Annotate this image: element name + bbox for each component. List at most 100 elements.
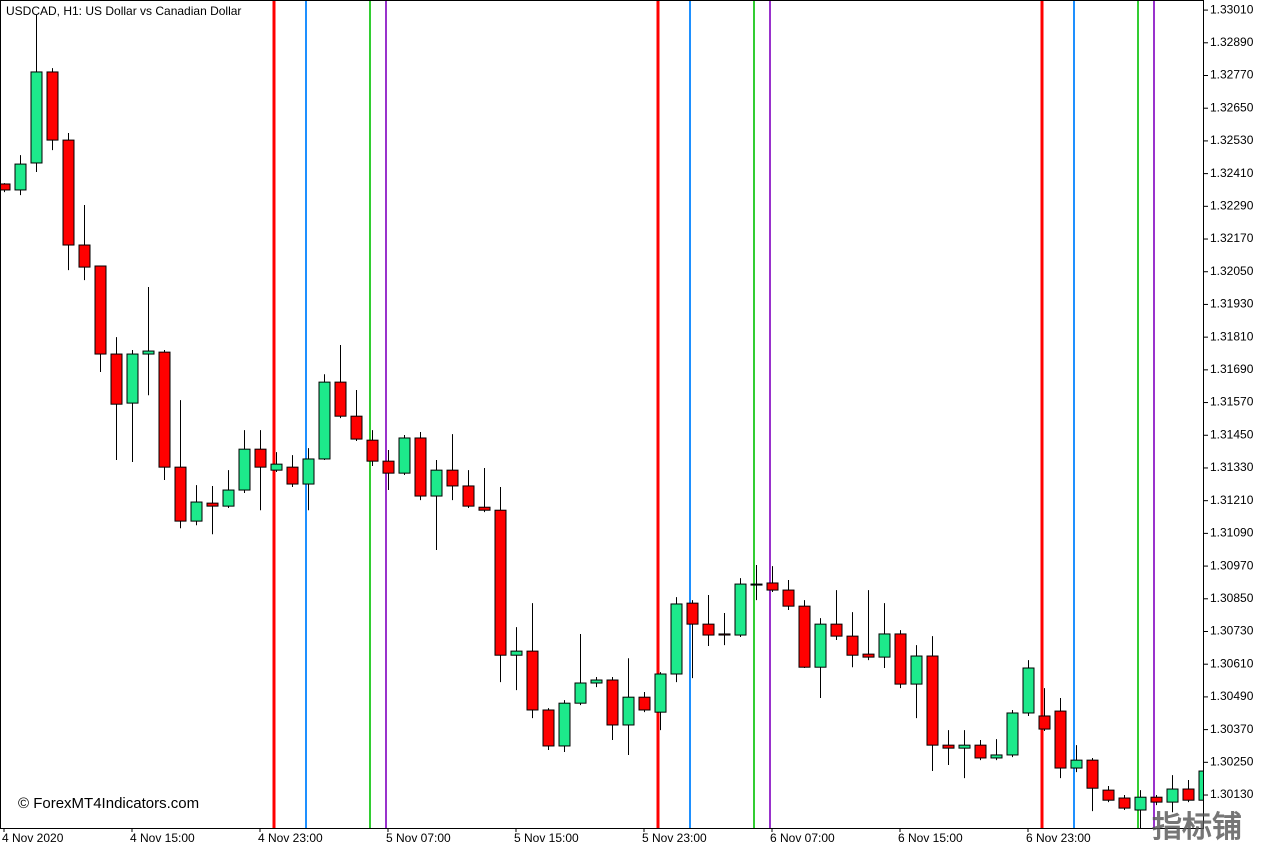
candle-body bbox=[446, 469, 459, 487]
y-tick-label: 1.32170 bbox=[1210, 231, 1254, 245]
candle-body bbox=[142, 350, 155, 355]
y-tick-label: 1.31570 bbox=[1210, 395, 1254, 409]
candle-body bbox=[958, 744, 971, 749]
candle-body bbox=[190, 501, 203, 522]
candle-body bbox=[286, 466, 299, 485]
x-tick-label: 5 Nov 23:00 bbox=[642, 831, 707, 845]
y-tick-label: 1.31210 bbox=[1210, 493, 1254, 507]
candle-body bbox=[894, 633, 907, 685]
candle-body bbox=[414, 437, 427, 497]
candle-body bbox=[222, 489, 235, 507]
candle-body bbox=[734, 583, 747, 636]
x-tick-label: 6 Nov 15:00 bbox=[898, 831, 963, 845]
candle-body bbox=[814, 623, 827, 668]
candle-body bbox=[574, 682, 587, 704]
candle-body bbox=[1038, 715, 1051, 730]
candle-body bbox=[590, 679, 603, 684]
candle-body bbox=[254, 448, 267, 468]
candle-body bbox=[494, 509, 507, 656]
candle-body bbox=[878, 633, 891, 658]
candle-body bbox=[910, 655, 923, 685]
x-tick-label: 6 Nov 07:00 bbox=[770, 831, 835, 845]
candle-body bbox=[654, 673, 667, 713]
y-tick-label: 1.32770 bbox=[1210, 68, 1254, 82]
candle-body bbox=[990, 754, 1003, 759]
y-tick-label: 1.31690 bbox=[1210, 362, 1254, 376]
candle-body bbox=[1134, 796, 1147, 811]
candle-body bbox=[382, 460, 395, 474]
candle-body bbox=[462, 485, 475, 507]
y-tick-label: 1.30130 bbox=[1210, 787, 1254, 801]
y-tick-label: 1.32050 bbox=[1210, 264, 1254, 278]
y-tick-label: 1.33010 bbox=[1210, 2, 1254, 16]
x-tick-label: 5 Nov 07:00 bbox=[386, 831, 451, 845]
candle-body bbox=[62, 139, 75, 246]
candle-body bbox=[478, 506, 491, 511]
candle-body bbox=[686, 602, 699, 625]
y-tick-label: 1.30730 bbox=[1210, 624, 1254, 638]
candle-body bbox=[126, 353, 139, 404]
candle-body bbox=[110, 353, 123, 405]
candle-body bbox=[302, 458, 315, 485]
candle-body bbox=[1054, 710, 1067, 769]
y-tick-label: 1.31330 bbox=[1210, 460, 1254, 474]
candle-body bbox=[94, 265, 107, 355]
y-tick-label: 1.32530 bbox=[1210, 133, 1254, 147]
x-tick-label: 4 Nov 23:00 bbox=[258, 831, 323, 845]
candle-body bbox=[622, 696, 635, 726]
y-tick-label: 1.30850 bbox=[1210, 591, 1254, 605]
chart-title: USDCAD, H1: US Dollar vs Canadian Dollar bbox=[6, 4, 241, 18]
candle-body bbox=[1118, 797, 1131, 809]
candle-body bbox=[350, 415, 363, 440]
candle-body bbox=[174, 466, 187, 522]
candle-body bbox=[782, 589, 795, 607]
candle-body bbox=[334, 381, 347, 417]
candle-body bbox=[1166, 788, 1179, 803]
candle-body bbox=[942, 744, 955, 749]
candle-body bbox=[558, 702, 571, 747]
candle-body bbox=[862, 653, 875, 658]
candle-body bbox=[1102, 789, 1115, 801]
y-tick-label: 1.31930 bbox=[1210, 297, 1254, 311]
y-tick-label: 1.30370 bbox=[1210, 722, 1254, 736]
candle-body bbox=[158, 351, 171, 468]
plot-frame bbox=[0, 0, 1204, 829]
candle-body bbox=[702, 623, 715, 636]
candle-body bbox=[606, 679, 619, 726]
y-tick-label: 1.32410 bbox=[1210, 166, 1254, 180]
candle-body bbox=[974, 744, 987, 759]
candle-body bbox=[366, 439, 379, 462]
candle-body bbox=[238, 448, 251, 491]
x-tick-label: 6 Nov 23:00 bbox=[1026, 831, 1091, 845]
candle-body bbox=[1070, 759, 1083, 769]
y-tick-label: 1.30250 bbox=[1210, 754, 1254, 768]
watermark: © ForexMT4Indicators.com bbox=[18, 795, 199, 812]
y-tick-label: 1.30970 bbox=[1210, 558, 1254, 572]
candle-body bbox=[78, 244, 91, 268]
candle-body bbox=[846, 635, 859, 656]
candle-body bbox=[670, 603, 683, 675]
candle-body bbox=[830, 623, 843, 637]
candle-body bbox=[542, 709, 555, 747]
plot bbox=[0, 0, 1204, 828]
candle-body bbox=[318, 381, 331, 460]
y-tick-label: 1.31450 bbox=[1210, 427, 1254, 441]
candle-body bbox=[926, 655, 939, 746]
candle-body bbox=[526, 650, 539, 711]
candle-body bbox=[766, 582, 779, 591]
candle-body bbox=[1022, 667, 1035, 714]
candle-body bbox=[1006, 712, 1019, 756]
candle-body bbox=[1182, 788, 1195, 801]
y-tick-label: 1.32650 bbox=[1210, 100, 1254, 114]
x-tick-label: 5 Nov 15:00 bbox=[514, 831, 579, 845]
candle-body bbox=[1086, 759, 1099, 789]
candle-body bbox=[798, 605, 811, 668]
candle-body bbox=[718, 633, 731, 636]
candle-body bbox=[510, 650, 523, 656]
candle-body bbox=[206, 502, 219, 507]
candle-body bbox=[430, 469, 443, 497]
candle-body bbox=[46, 71, 59, 141]
y-tick-label: 1.31090 bbox=[1210, 526, 1254, 540]
